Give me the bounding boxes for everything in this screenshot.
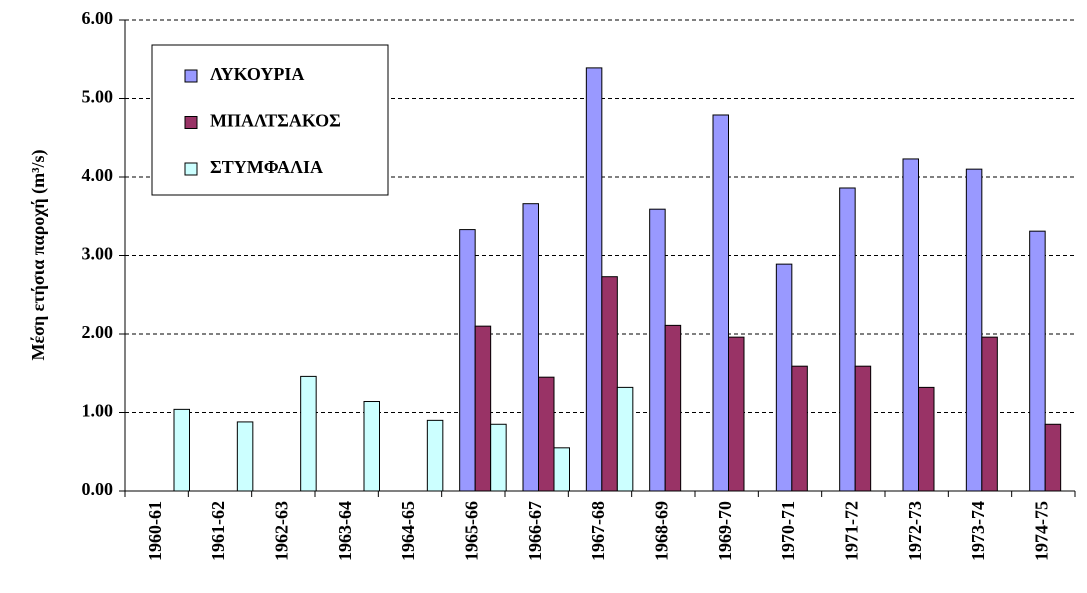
- bar: [426, 419, 444, 492]
- bar: [839, 187, 856, 492]
- y-tick-label: 5.00: [82, 87, 114, 107]
- x-tick-label: 1967-68: [588, 501, 608, 561]
- bar: [712, 114, 729, 492]
- bar: [1044, 423, 1062, 492]
- x-tick-label: 1971-72: [841, 501, 861, 561]
- bar: [538, 376, 555, 492]
- bar: [981, 336, 998, 492]
- bar: [664, 324, 682, 492]
- bar: [173, 408, 190, 492]
- bar: [363, 401, 380, 492]
- x-tick-label: 1966-67: [525, 501, 545, 561]
- legend-label: ΛΥΚΟΥΡΙΑ: [210, 64, 304, 84]
- bar: [490, 423, 507, 492]
- x-tick-label: 1969-70: [715, 501, 735, 561]
- y-tick-label: 1.00: [82, 401, 114, 421]
- bar: [649, 208, 666, 492]
- bar: [553, 447, 570, 492]
- bar: [1029, 230, 1046, 492]
- x-tick-label: 1965-66: [461, 501, 481, 561]
- x-tick-label: 1974-75: [1031, 501, 1051, 561]
- legend-swatch: [184, 116, 198, 129]
- x-tick-label: 1960-61: [145, 501, 165, 561]
- bar: [791, 365, 808, 492]
- bar: [918, 386, 935, 492]
- legend-swatch: [184, 69, 198, 83]
- legend-swatch: [184, 162, 198, 176]
- bar: [474, 325, 492, 492]
- bar: [775, 263, 793, 492]
- x-tick-label: 1963-64: [335, 501, 355, 561]
- bar: [585, 67, 603, 492]
- x-tick-label: 1961-62: [208, 501, 228, 561]
- y-tick-label: 2.00: [82, 322, 114, 342]
- bar: [616, 386, 634, 492]
- x-tick-label: 1964-65: [398, 501, 418, 561]
- x-tick-label: 1962-63: [271, 501, 291, 561]
- x-tick-label: 1968-69: [651, 501, 671, 561]
- legend-label: ΜΠΑΛΤΣΑΚΟΣ: [210, 111, 341, 131]
- y-axis-label: Μέση ετήσια παροχή (m³/s): [28, 149, 49, 360]
- x-tick-label: 1970-71: [778, 501, 798, 561]
- x-tick-label: 1972-73: [905, 501, 925, 561]
- bar: [965, 168, 983, 492]
- y-tick-label: 4.00: [82, 165, 114, 185]
- y-tick-label: 3.00: [82, 244, 114, 264]
- bar: [854, 365, 872, 492]
- bar: [236, 421, 254, 492]
- bar: [522, 203, 539, 492]
- bar: [601, 276, 618, 492]
- x-tick-label: 1973-74: [968, 501, 988, 561]
- y-tick-label: 6.00: [82, 8, 114, 28]
- legend-label: ΣΤΥΜΦΑΛΙΑ: [210, 157, 323, 177]
- y-tick-label: 0.00: [82, 479, 114, 499]
- bar: [728, 336, 745, 492]
- bar: [300, 375, 317, 492]
- bar: [459, 229, 476, 492]
- bar: [902, 158, 919, 492]
